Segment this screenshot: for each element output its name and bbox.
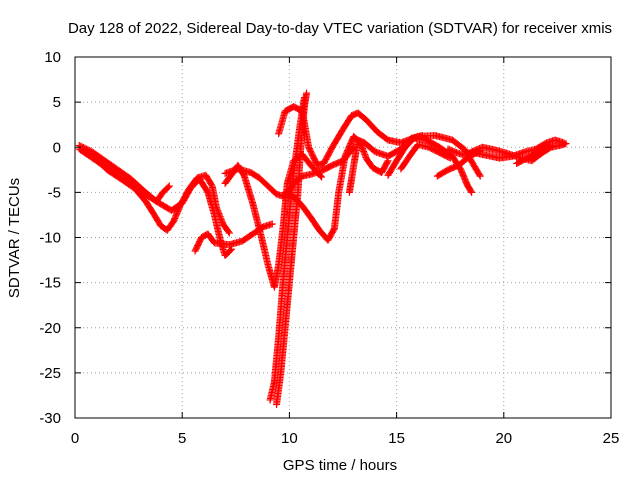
series-sat-l <box>384 134 476 196</box>
series-sat-d <box>191 220 276 255</box>
x-axis-label: GPS time / hours <box>283 457 397 474</box>
y-tick-label: 5 <box>53 94 61 111</box>
y-tick-label: -15 <box>39 275 61 292</box>
series-sat-m <box>397 141 454 173</box>
x-tick-label: 25 <box>603 430 620 447</box>
x-tick-label: 15 <box>388 430 405 447</box>
grid-lines <box>75 57 611 418</box>
data-point <box>560 139 568 147</box>
data-point <box>165 182 173 190</box>
series-sat-h <box>273 89 311 408</box>
data-point <box>475 171 483 179</box>
x-tick-label: 0 <box>71 430 79 447</box>
series-sat-c <box>75 145 236 260</box>
data-point <box>546 142 554 150</box>
data-series <box>75 89 570 408</box>
data-point <box>300 94 308 102</box>
tick-labels: 0 5 10 15 20 25 -30 -25 -20 -15 -10 -5 0 5 10 <box>39 49 619 447</box>
y-tick-label: -30 <box>39 410 61 427</box>
data-point <box>225 229 233 237</box>
data-point <box>228 245 236 253</box>
y-tick-label: 0 <box>53 139 61 156</box>
data-point <box>383 158 391 166</box>
y-tick-label: -5 <box>48 184 61 201</box>
series-sat-q <box>513 141 555 167</box>
data-point <box>468 188 476 196</box>
series-sat-p <box>470 136 568 162</box>
y-tick-label: 10 <box>44 49 61 66</box>
chart-title: Day 128 of 2022, Sidereal Day-to-day VTE… <box>68 20 612 37</box>
y-tick-label: -20 <box>39 320 61 337</box>
data-point <box>547 141 555 149</box>
data-point <box>476 172 484 180</box>
axis-ticks <box>74 56 612 419</box>
data-point <box>467 187 475 195</box>
y-tick-label: -10 <box>39 230 61 247</box>
data-point <box>446 154 454 162</box>
data-point <box>268 220 276 228</box>
data-point <box>226 246 234 254</box>
data-point <box>318 173 326 181</box>
x-tick-label: 5 <box>178 430 186 447</box>
y-axis-label: SDTVAR / TECUs <box>6 178 23 298</box>
data-point <box>445 153 453 161</box>
data-point <box>164 183 172 191</box>
x-tick-label: 20 <box>495 430 512 447</box>
x-tick-label: 10 <box>281 430 298 447</box>
y-tick-label: -25 <box>39 365 61 382</box>
data-point <box>224 228 232 236</box>
data-point <box>303 89 311 97</box>
